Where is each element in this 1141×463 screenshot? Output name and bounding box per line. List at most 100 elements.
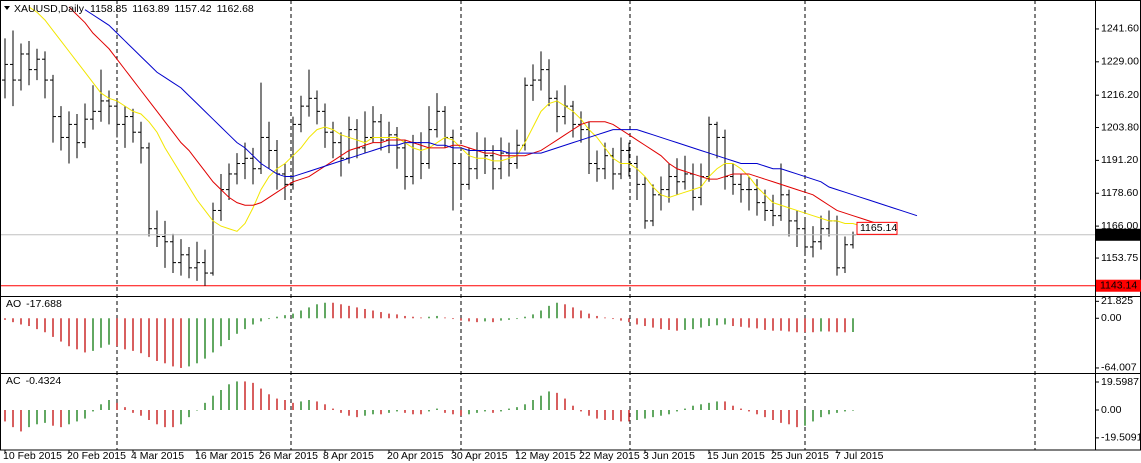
- histogram-bar: [148, 410, 150, 420]
- histogram-bar: [612, 410, 614, 420]
- last-price-box: [1096, 228, 1141, 241]
- histogram-bar: [260, 318, 262, 322]
- menu-triangle: [4, 6, 10, 10]
- histogram-bar: [796, 410, 798, 428]
- histogram-bar: [628, 410, 630, 422]
- histogram-bar: [588, 410, 590, 416]
- histogram-bar: [340, 410, 342, 413]
- y-tick-label: 0.00: [1101, 312, 1122, 324]
- last-low: 1157.42: [174, 3, 211, 15]
- price-label-box: [856, 221, 898, 235]
- y-tick-label: 1229.00: [1101, 56, 1139, 68]
- histogram-bar: [716, 401, 718, 410]
- histogram-bar: [68, 410, 70, 425]
- histogram-bar: [348, 410, 350, 416]
- histogram-bar: [596, 315, 598, 319]
- y-tick-label: 1241.60: [1101, 23, 1139, 35]
- histogram-bar: [748, 318, 750, 328]
- histogram-bar: [180, 318, 182, 368]
- histogram-bar: [284, 315, 286, 319]
- histogram-bar: [220, 318, 222, 347]
- histogram-bar: [20, 410, 22, 432]
- histogram-bar: [644, 410, 646, 419]
- histogram-bar: [828, 318, 830, 332]
- histogram-bar: [276, 398, 278, 410]
- x-tick-label: 20 Apr 2015: [387, 450, 444, 462]
- y-tick-label: 1166.00: [1101, 220, 1138, 232]
- histogram-bar: [788, 410, 790, 425]
- histogram-bar: [828, 410, 830, 415]
- histogram-bar: [84, 410, 86, 419]
- histogram-bar: [612, 318, 614, 320]
- histogram-bar: [796, 318, 798, 333]
- histogram-bar: [412, 316, 414, 319]
- histogram-bar: [348, 305, 350, 319]
- histogram-bar: [684, 318, 686, 330]
- histogram-bar: [540, 310, 542, 319]
- x-tick-label: 25 Jun 2015: [771, 450, 829, 462]
- x-tick-label: 22 May 2015: [579, 450, 640, 462]
- histogram-bar: [844, 410, 846, 412]
- histogram-bar: [28, 318, 30, 327]
- x-tick-label: 30 Apr 2015: [451, 450, 508, 462]
- histogram-bar: [500, 318, 502, 321]
- plot-layer: [0, 6, 1095, 432]
- histogram-bar: [228, 384, 230, 410]
- histogram-bar: [508, 408, 510, 410]
- histogram-bar: [204, 318, 206, 359]
- ac-last-value: -0.4324: [26, 375, 62, 387]
- histogram-bar: [572, 405, 574, 410]
- histogram-bar: [764, 318, 766, 330]
- histogram-plot: [4, 381, 854, 432]
- histogram-bar: [284, 400, 286, 410]
- histogram-bar: [748, 410, 750, 412]
- histogram-bar: [300, 401, 302, 410]
- histogram-bar: [468, 410, 470, 415]
- x-tick-label: 16 Mar 2015: [195, 450, 254, 462]
- x-tick-label: 4 Mar 2015: [131, 450, 184, 462]
- price-level-label: 1143.14: [1100, 280, 1137, 292]
- histogram-bar: [4, 410, 6, 422]
- histogram-bar: [52, 410, 54, 426]
- histogram-bar: [700, 404, 702, 410]
- histogram-bar: [412, 410, 414, 415]
- histogram-bar: [236, 318, 238, 334]
- ac-header: AC -0.4324: [6, 375, 61, 387]
- histogram-bar: [100, 404, 102, 410]
- histogram-bar: [460, 318, 462, 321]
- histogram-bar: [604, 410, 606, 420]
- histogram-bar: [460, 410, 462, 416]
- histogram-bar: [740, 318, 742, 327]
- histogram-bar: [420, 317, 422, 319]
- x-tick-label: 10 Feb 2015: [3, 450, 62, 462]
- histogram-bar: [196, 318, 198, 364]
- histogram-bar: [420, 410, 422, 415]
- histogram-bar: [676, 410, 678, 412]
- price-plot: [0, 6, 1095, 287]
- histogram-bar: [380, 410, 382, 415]
- ao-header: AO -17.688: [6, 298, 62, 310]
- histogram-bar: [332, 408, 334, 410]
- histogram-bar: [596, 410, 598, 419]
- symbol-title: XAUUSD,Daily: [14, 3, 85, 15]
- histogram-bar: [108, 400, 110, 410]
- histogram-bar: [812, 318, 814, 333]
- ao-title: AO: [6, 298, 21, 310]
- histogram-bar: [292, 313, 294, 319]
- histogram-bar: [548, 305, 550, 319]
- histogram-bar: [852, 410, 854, 411]
- histogram-bar: [484, 318, 486, 322]
- histogram-bar: [532, 314, 534, 319]
- histogram-bar: [260, 388, 262, 410]
- histogram-bar: [820, 318, 822, 332]
- histogram-bar: [436, 315, 438, 319]
- histogram-bar: [660, 318, 662, 330]
- histogram-bar: [756, 318, 758, 329]
- histogram-bar: [740, 408, 742, 410]
- histogram-bar: [36, 318, 38, 330]
- histogram-bar: [140, 410, 142, 416]
- price-label: 1165.14: [860, 222, 897, 234]
- histogram-bar: [68, 318, 70, 347]
- histogram-bar: [636, 318, 638, 325]
- histogram-bar: [388, 313, 390, 319]
